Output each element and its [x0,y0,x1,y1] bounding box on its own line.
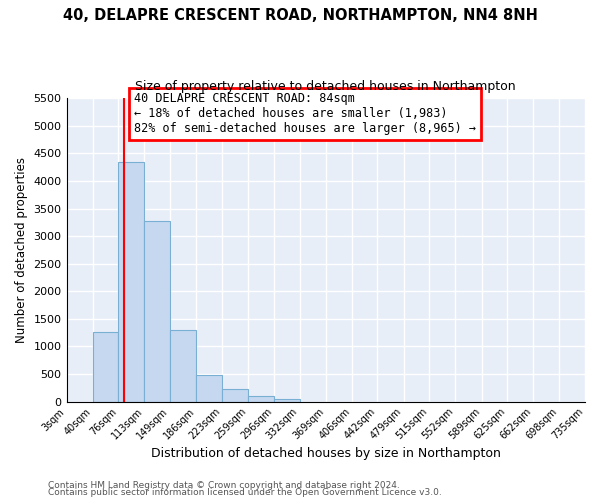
Text: 40 DELAPRE CRESCENT ROAD: 84sqm
← 18% of detached houses are smaller (1,983)
82%: 40 DELAPRE CRESCENT ROAD: 84sqm ← 18% of… [134,92,476,136]
Y-axis label: Number of detached properties: Number of detached properties [15,157,28,343]
X-axis label: Distribution of detached houses by size in Northampton: Distribution of detached houses by size … [151,447,501,460]
Text: Contains public sector information licensed under the Open Government Licence v3: Contains public sector information licen… [48,488,442,497]
Bar [93,332,118,402]
Bar [223,389,248,402]
Bar [274,398,299,402]
Bar [145,220,170,402]
Bar [118,162,145,402]
Bar [196,375,223,402]
Title: Size of property relative to detached houses in Northampton: Size of property relative to detached ho… [136,80,516,93]
Text: Contains HM Land Registry data © Crown copyright and database right 2024.: Contains HM Land Registry data © Crown c… [48,480,400,490]
Text: 40, DELAPRE CRESCENT ROAD, NORTHAMPTON, NN4 8NH: 40, DELAPRE CRESCENT ROAD, NORTHAMPTON, … [62,8,538,22]
Bar [170,330,196,402]
Bar [248,396,274,402]
